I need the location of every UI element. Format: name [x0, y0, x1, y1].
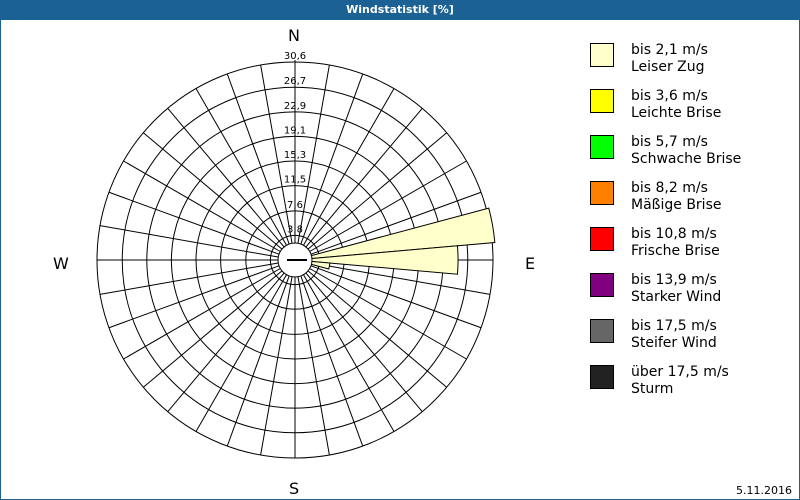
legend-swatch — [590, 227, 614, 251]
grid-spoke — [195, 88, 287, 246]
legend-swatch — [590, 89, 614, 113]
legend-label: über 17,5 m/s Sturm — [631, 364, 729, 397]
legend-label: bis 3,6 m/s Leichte Brise — [631, 88, 722, 121]
grid-spoke — [305, 272, 423, 412]
legend-label: bis 8,2 m/s Mäßige Brise — [631, 180, 722, 213]
radial-tick-label: 11,5 — [284, 175, 306, 186]
grid-spoke — [297, 276, 330, 456]
grid-spoke — [311, 262, 491, 295]
grid-spoke — [99, 225, 279, 258]
legend-label: bis 2,1 m/s Leiser Zug — [631, 42, 708, 75]
grid-spoke — [226, 275, 290, 447]
grid-spoke — [123, 268, 281, 360]
grid-spoke — [297, 64, 330, 244]
grid-spoke — [310, 191, 482, 255]
legend-swatch — [590, 135, 614, 159]
radial-tick-label: 26,7 — [284, 76, 306, 87]
radial-tick-label: 7,6 — [287, 200, 303, 211]
legend-label: bis 13,9 m/s Starker Wind — [631, 272, 722, 305]
grid-spoke — [123, 160, 281, 252]
grid-spoke — [305, 108, 423, 248]
compass-n: N — [288, 26, 300, 45]
legend-swatch — [590, 273, 614, 297]
grid-spoke — [226, 73, 290, 245]
grid-spoke — [310, 265, 482, 329]
grid-spoke — [167, 108, 285, 248]
grid-spoke — [167, 272, 285, 412]
grid-spoke — [143, 270, 283, 388]
title-bar: Windstatistik [%] — [0, 0, 800, 20]
grid-spoke — [307, 132, 447, 250]
legend-label: bis 5,7 m/s Schwache Brise — [631, 134, 742, 167]
grid-spoke — [300, 275, 364, 447]
radial-tick-label: 15,3 — [284, 150, 306, 161]
grid-spoke — [99, 262, 279, 295]
compass-s: S — [289, 479, 300, 498]
legend-label: bis 17,5 m/s Steifer Wind — [631, 318, 717, 351]
grid-spoke — [309, 160, 467, 252]
grid-spoke — [195, 274, 287, 432]
radial-tick-label: 30,6 — [284, 51, 306, 62]
legend-swatch — [590, 181, 614, 205]
grid-spoke — [303, 88, 395, 246]
grid-spoke — [260, 276, 293, 456]
radial-tick-label: 19,1 — [284, 125, 306, 136]
grid-spoke — [307, 270, 447, 388]
wind-sector — [294, 207, 496, 261]
legend-swatch — [590, 319, 614, 343]
date-label: 5.11.2016 — [736, 484, 792, 497]
grid-spoke — [260, 64, 293, 244]
radial-tick-label: 3,8 — [287, 224, 303, 235]
grid-spoke — [108, 191, 280, 255]
grid-spoke — [303, 274, 395, 432]
grid-spoke — [108, 265, 280, 329]
radial-tick-label: 22,9 — [284, 101, 306, 112]
compass-w: W — [53, 254, 69, 273]
grid-spoke — [309, 268, 467, 360]
legend-swatch — [590, 43, 614, 67]
legend-swatch — [590, 365, 614, 389]
legend-label: bis 10,8 m/s Frische Brise — [631, 226, 720, 259]
grid-spoke — [143, 132, 283, 250]
grid-spoke — [300, 73, 364, 245]
compass-e: E — [525, 254, 536, 273]
wind-sector — [294, 245, 459, 275]
